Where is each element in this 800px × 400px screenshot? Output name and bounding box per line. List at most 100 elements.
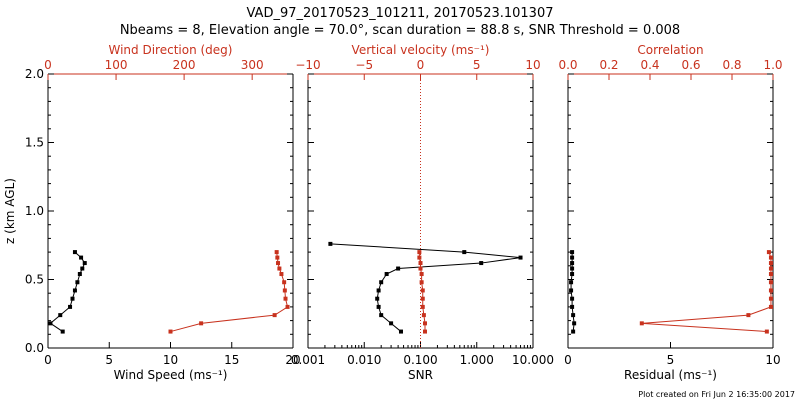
data-point [768, 304, 773, 309]
data-point [398, 329, 403, 334]
data-point [285, 304, 290, 309]
top-tick-label: 200 [173, 58, 196, 72]
y-tick-label: 2.0 [25, 67, 44, 81]
x-tick-label: 10 [163, 353, 178, 367]
data-point [423, 321, 427, 326]
data-point [282, 288, 287, 293]
panel-snr: 0.001 0.010 0.100 1.000 10.000 SNR −10 −5 0 5 10 Ve… [291, 43, 554, 382]
data-point [72, 288, 77, 293]
bottom-axis-label: Residual (ms⁻¹) [624, 368, 717, 382]
y-axis-label: z (km AGL) [3, 178, 17, 244]
data-point [570, 255, 575, 260]
series-line-0 [330, 243, 521, 332]
data-point [570, 304, 575, 309]
data-point [80, 266, 85, 271]
figure-subtitle: Nbeams = 8, Elevation angle = 70.0°, sca… [120, 23, 680, 38]
bottom-axis-label: SNR [408, 368, 433, 382]
data-point [199, 321, 204, 326]
data-point [571, 329, 576, 334]
data-point [570, 261, 575, 266]
data-point [423, 329, 427, 334]
data-point [570, 266, 575, 271]
top-tick-label: −10 [295, 58, 320, 72]
x-tick-label: 15 [224, 353, 239, 367]
top-axis-label: Correlation [637, 43, 703, 57]
data-point [379, 280, 384, 285]
data-point [420, 296, 425, 301]
x-tick-label: 0 [44, 353, 52, 367]
top-tick-label: 300 [241, 58, 264, 72]
data-point [283, 296, 288, 301]
bottom-axis-label: Wind Speed (ms⁻¹) [114, 368, 228, 382]
data-point [75, 280, 80, 285]
data-point [768, 255, 773, 260]
data-point [419, 272, 424, 277]
data-point [272, 313, 277, 318]
data-point [639, 321, 644, 326]
y-tick-label: 0.0 [25, 341, 44, 355]
x-tick-label: 20 [285, 353, 300, 367]
data-point [48, 321, 53, 326]
data-point [570, 250, 575, 255]
top-tick-label: 0 [44, 58, 52, 72]
data-point [384, 272, 389, 277]
x-tick-label: 0.001 [291, 353, 325, 367]
top-tick-label: 0.4 [640, 58, 659, 72]
y-tick-label: 1.0 [25, 204, 44, 218]
data-point [379, 313, 384, 318]
data-point [68, 304, 73, 309]
data-point [376, 304, 381, 309]
data-point [768, 266, 773, 271]
data-point [420, 288, 425, 293]
data-point [277, 266, 282, 271]
data-point [462, 250, 467, 255]
data-point [389, 321, 394, 326]
top-tick-label: 0.8 [722, 58, 741, 72]
data-point [282, 280, 287, 285]
data-point [570, 296, 575, 301]
data-point [328, 241, 333, 246]
data-point [274, 250, 279, 255]
data-point [766, 250, 771, 255]
data-point [79, 255, 84, 260]
data-point [82, 261, 87, 266]
data-point [419, 280, 424, 285]
y-tick-label: 0.5 [25, 273, 44, 287]
top-axis-label: Wind Direction (deg) [109, 43, 233, 57]
data-point [746, 313, 751, 318]
data-point [279, 272, 284, 277]
data-point [168, 329, 173, 334]
data-point [768, 288, 773, 293]
top-tick-label: 0.0 [558, 58, 577, 72]
x-tick-label: 0 [564, 353, 572, 367]
data-point [275, 255, 280, 260]
y-tick-label: 1.5 [25, 136, 44, 150]
top-axis-label: Vertical velocity (ms⁻¹) [352, 43, 490, 57]
data-point [60, 329, 65, 334]
data-point [479, 261, 484, 266]
panels: 0.0 0.5 1.0 1.5 2.0 z (km AGL) 0 5 10 15 20 Wind Sp… [3, 43, 783, 382]
data-point [764, 329, 769, 334]
top-tick-label: 10 [525, 58, 540, 72]
data-point [768, 272, 773, 277]
data-point [768, 296, 773, 301]
top-tick-label: 0.6 [681, 58, 700, 72]
data-point [418, 261, 423, 266]
top-tick-label: 0 [417, 58, 425, 72]
data-point [570, 272, 575, 277]
x-tick-label: 10 [765, 353, 780, 367]
data-point [518, 255, 523, 260]
panel-wind: 0.0 0.5 1.0 1.5 2.0 z (km AGL) 0 5 10 15 20 Wind Sp… [3, 43, 301, 382]
top-tick-label: 100 [105, 58, 128, 72]
data-point [569, 280, 574, 285]
data-point [396, 266, 401, 271]
data-point [768, 261, 773, 266]
data-point [572, 321, 577, 326]
x-tick-label: 5 [667, 353, 675, 367]
series-line-1 [170, 252, 289, 333]
data-point [70, 296, 75, 301]
data-point [418, 266, 423, 271]
top-tick-label: 0.2 [599, 58, 618, 72]
data-point [417, 255, 422, 260]
